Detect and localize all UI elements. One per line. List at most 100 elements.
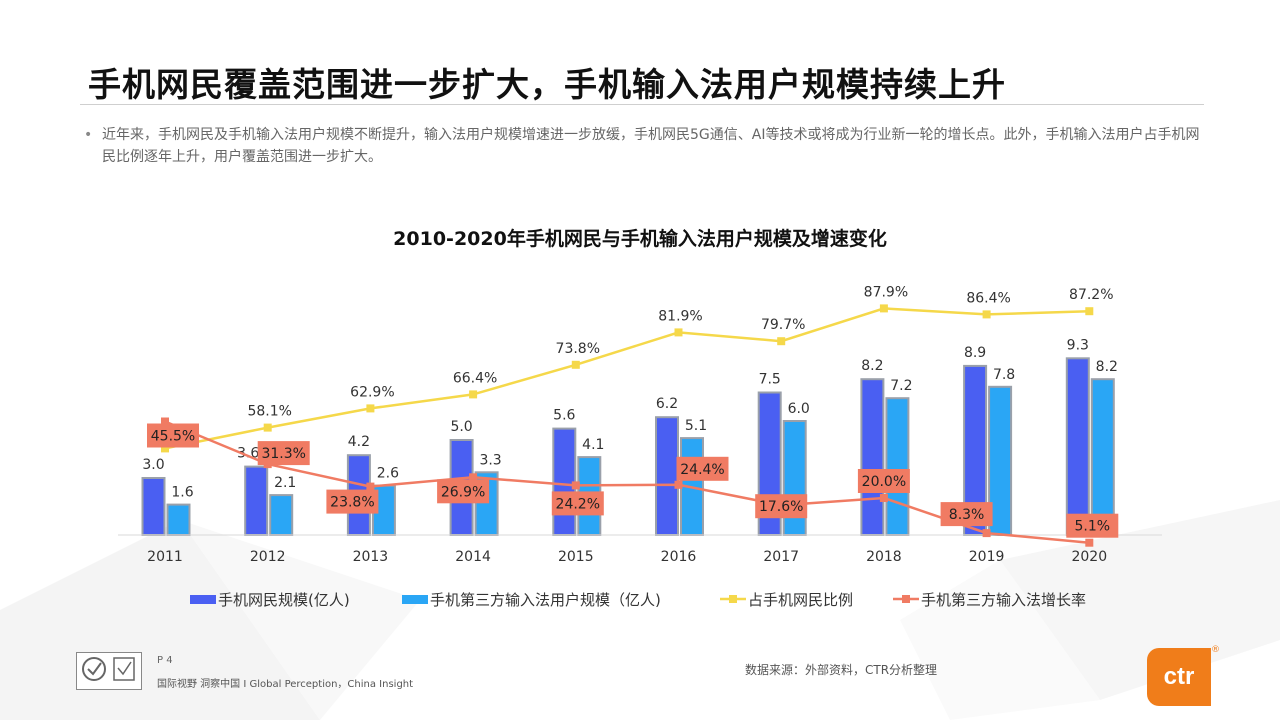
bullet-dot: • bbox=[84, 127, 93, 143]
ctr-logo: ctr bbox=[1147, 648, 1211, 706]
bar-label-ime-users: 1.6 bbox=[171, 485, 193, 501]
data-source: 数据来源：外部资料，CTR分析整理 bbox=[745, 663, 938, 677]
point-share bbox=[777, 337, 786, 346]
bar-label-mobile-netizens: 8.9 bbox=[964, 345, 986, 361]
summary-text: 近年来，手机网民及手机输入法用户规模不断提升，输入法用户规模增速进一步放缓，手机… bbox=[102, 127, 1200, 165]
bar-label-mobile-netizens: 6.2 bbox=[656, 396, 678, 412]
legend-swatch bbox=[190, 595, 216, 604]
point-growth bbox=[469, 473, 478, 482]
bar-label-mobile-netizens: 5.6 bbox=[553, 408, 575, 424]
point-growth bbox=[674, 480, 683, 489]
label-box-growth bbox=[755, 494, 808, 519]
legend-label: 占手机网民比例 bbox=[748, 591, 853, 609]
bar-label-ime-users: 5.1 bbox=[685, 418, 707, 434]
x-tick-label: 2011 bbox=[147, 549, 183, 565]
chart-title: 2010-2020年手机网民与手机输入法用户规模及增速变化 bbox=[393, 228, 887, 250]
bar-mobile-netizens bbox=[1065, 357, 1090, 536]
bar-label-ime-users: 8.2 bbox=[1096, 359, 1118, 375]
label-share: 86.4% bbox=[966, 290, 1010, 306]
bar-ime-users bbox=[166, 503, 191, 537]
bar-ime-users bbox=[269, 494, 294, 537]
legend-swatch bbox=[402, 595, 428, 604]
bar-label-ime-users: 2.6 bbox=[377, 466, 399, 482]
point-growth bbox=[571, 481, 580, 490]
label-box-growth bbox=[437, 479, 490, 504]
bar-label-ime-users: 7.8 bbox=[993, 367, 1015, 383]
x-tick-label: 2012 bbox=[250, 549, 286, 565]
point-share bbox=[1085, 307, 1094, 316]
bar-label-mobile-netizens: 8.2 bbox=[861, 358, 883, 374]
legend-label: 手机第三方输入法增长率 bbox=[921, 591, 1086, 609]
legend-label: 手机网民规模(亿人) bbox=[218, 591, 350, 609]
line-growth bbox=[164, 420, 1090, 544]
label-share: 87.9% bbox=[864, 284, 908, 300]
bar-label-mobile-netizens: 3.0 bbox=[142, 457, 164, 473]
label-box-growth bbox=[1066, 513, 1119, 538]
point-share bbox=[571, 360, 580, 369]
bar-label-ime-users: 2.1 bbox=[274, 475, 296, 491]
line-share bbox=[164, 307, 1090, 450]
label-growth: 8.3% bbox=[949, 507, 985, 523]
label-growth: 31.3% bbox=[261, 446, 305, 462]
bar-label-ime-users: 4.1 bbox=[582, 437, 604, 453]
bar-mobile-netizens bbox=[655, 416, 679, 537]
footer-slogan: 国际视野 洞察中国 I Global Perception，China Insi… bbox=[157, 679, 414, 690]
bar-mobile-netizens bbox=[860, 378, 885, 537]
label-share: 79.7% bbox=[761, 317, 805, 333]
point-share bbox=[366, 404, 375, 413]
certification-logos bbox=[76, 652, 142, 690]
point-growth bbox=[161, 417, 169, 426]
label-growth: 23.8% bbox=[330, 495, 374, 511]
point-growth bbox=[1085, 538, 1094, 547]
label-box-growth bbox=[257, 441, 310, 466]
label-growth: 24.4% bbox=[680, 462, 724, 478]
point-growth bbox=[982, 529, 991, 538]
point-growth bbox=[879, 494, 888, 502]
bar-ime-users bbox=[885, 397, 910, 537]
bar-label-ime-users: 3.3 bbox=[479, 452, 501, 468]
label-share: 62.9% bbox=[350, 384, 394, 400]
label-box-growth bbox=[940, 502, 993, 527]
page-number: P 4 bbox=[157, 655, 173, 666]
title-divider bbox=[80, 104, 1204, 105]
x-tick-label: 2014 bbox=[455, 549, 491, 565]
point-growth bbox=[366, 482, 375, 491]
x-tick-label: 2018 bbox=[866, 549, 902, 565]
point-share bbox=[674, 328, 683, 337]
bar-ime-users bbox=[1090, 378, 1115, 537]
label-box-growth bbox=[147, 423, 199, 448]
label-share: 87.2% bbox=[1069, 287, 1113, 303]
label-growth: 20.0% bbox=[862, 474, 906, 490]
point-share bbox=[879, 304, 888, 313]
x-tick-label: 2020 bbox=[1071, 549, 1107, 565]
bar-mobile-netizens bbox=[141, 477, 166, 536]
label-growth: 5.1% bbox=[1075, 519, 1111, 535]
x-tick-label: 2017 bbox=[763, 549, 799, 565]
label-growth: 26.9% bbox=[441, 484, 485, 500]
page-title: 手机网民覆盖范围进一步扩大，手机输入法用户规模持续上升 bbox=[88, 65, 1006, 104]
bar-label-mobile-netizens: 7.5 bbox=[759, 372, 781, 388]
bar-label-mobile-netizens: 9.3 bbox=[1067, 337, 1089, 353]
label-box-growth bbox=[857, 469, 910, 493]
summary-bullet: • 近年来，手机网民及手机输入法用户规模不断提升，输入法用户规模增速进一步放缓，… bbox=[84, 124, 1200, 168]
bar-label-mobile-netizens: 4.2 bbox=[348, 434, 370, 450]
point-share bbox=[469, 390, 478, 399]
point-share bbox=[982, 310, 991, 319]
bar-label-ime-users: 6.0 bbox=[788, 401, 810, 417]
bar-label-ime-users: 7.2 bbox=[890, 378, 912, 394]
label-box-growth bbox=[676, 456, 729, 481]
label-growth: 24.2% bbox=[556, 496, 600, 512]
registered-mark: ® bbox=[1211, 645, 1220, 655]
label-share: 73.8% bbox=[556, 341, 600, 357]
x-tick-label: 2013 bbox=[353, 549, 389, 565]
label-share: 58.1% bbox=[247, 404, 291, 420]
point-share bbox=[161, 444, 169, 453]
label-box-growth bbox=[326, 489, 379, 514]
x-tick-label: 2019 bbox=[969, 549, 1005, 565]
x-tick-label: 2015 bbox=[558, 549, 594, 565]
legend-swatch-marker bbox=[902, 595, 910, 603]
label-share: 66.4% bbox=[453, 370, 497, 386]
label-growth: 45.5% bbox=[151, 429, 195, 445]
label-share: 81.9% bbox=[658, 308, 702, 324]
